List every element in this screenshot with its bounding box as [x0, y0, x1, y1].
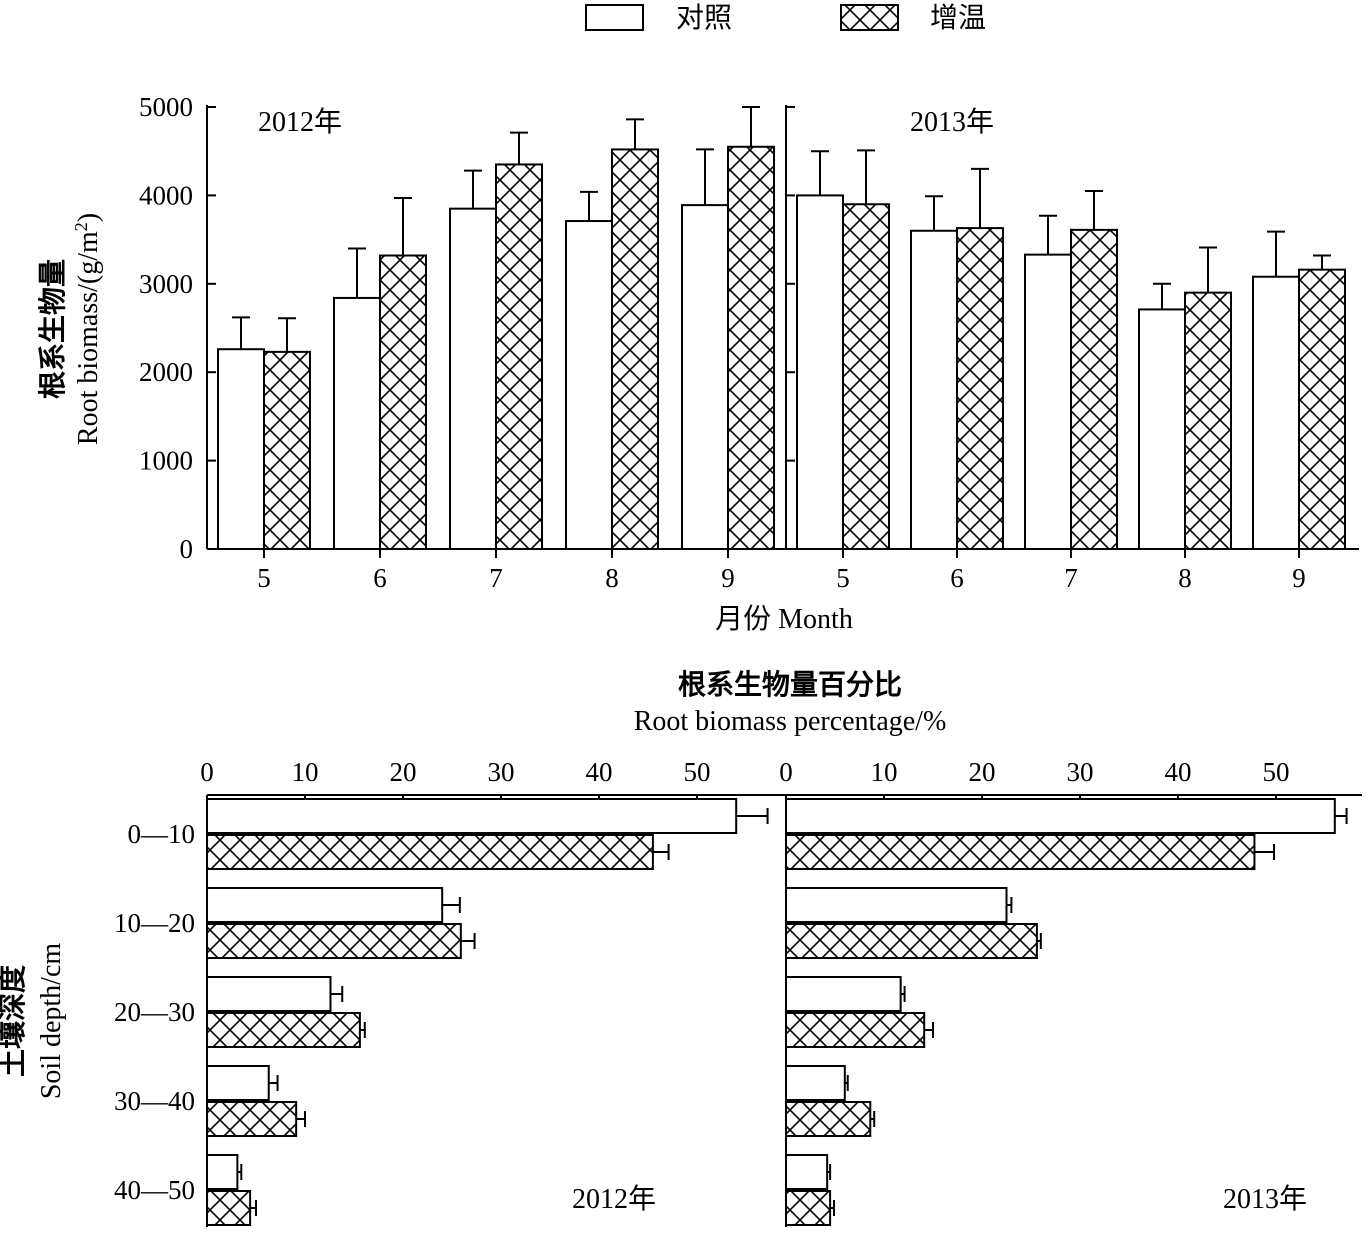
- bottom-x-tick-label: 0: [779, 757, 793, 787]
- hbar-control: [785, 1065, 846, 1101]
- bar-warming: [956, 227, 1004, 550]
- hbar-warming: [785, 834, 1256, 870]
- hbar-warming: [206, 834, 654, 870]
- bar-warming: [495, 163, 543, 551]
- top-x-tick-label: 7: [1064, 563, 1078, 593]
- hbar-warming: [785, 1012, 926, 1048]
- bar-control: [1138, 308, 1186, 550]
- hbar-warming: [206, 1012, 361, 1048]
- bottom-x-tick-label: 10: [871, 757, 898, 787]
- hbar-warming: [785, 923, 1038, 959]
- hbar-control: [206, 887, 444, 923]
- bottom-y-tick-label: 0—10: [128, 819, 196, 849]
- bar-warming: [611, 148, 659, 550]
- top-x-tick-label: 6: [373, 563, 387, 593]
- hbar-control: [785, 887, 1008, 923]
- bar-warming: [1298, 268, 1346, 550]
- top-y-tick-label: 2000: [139, 357, 193, 387]
- hbar-control: [206, 798, 738, 834]
- top-x-tick-label: 7: [489, 563, 503, 593]
- bottom-x-tick-label: 10: [292, 757, 319, 787]
- top-bars: [217, 106, 1346, 551]
- bar-control: [565, 220, 613, 550]
- top-y-tick-label: 5000: [139, 92, 193, 122]
- bottom-title-en: Root biomass percentage/%: [634, 706, 947, 737]
- top-x-tick-label: 8: [1178, 563, 1192, 593]
- bottom-x-tick-label: 0: [200, 757, 214, 787]
- bottom-x-tick-label: 50: [684, 757, 711, 787]
- hbar-control: [785, 976, 902, 1012]
- hbar-control: [206, 976, 332, 1012]
- top-y-tick-label: 0: [180, 534, 194, 564]
- bottom-y-tick-label: 20—30: [114, 997, 195, 1027]
- legend-label-warming: 增温: [930, 2, 986, 34]
- bar-warming: [1070, 228, 1118, 550]
- bottom-y-tick-label: 10—20: [114, 908, 195, 938]
- bar-control: [449, 207, 497, 550]
- bar-warming: [263, 350, 311, 551]
- top-panel-year-2012: 2012年: [258, 106, 342, 138]
- hbar-warming: [785, 1101, 872, 1137]
- bottom-x-tick-label: 40: [1165, 757, 1192, 787]
- hbar-control: [785, 798, 1336, 834]
- bottom-bars: [206, 798, 1348, 1226]
- depth-percentage-chart: 根系生物量百分比 Root biomass percentage/% 0 10 20…: [0, 669, 1362, 1227]
- bar-control: [333, 296, 381, 550]
- bar-control: [1252, 275, 1300, 550]
- top-y-tick-label: 3000: [139, 269, 193, 299]
- bar-control: [217, 348, 265, 550]
- top-y-tick-label: 1000: [139, 446, 193, 476]
- bottom-x-tick-label: 30: [1067, 757, 1094, 787]
- top-y-tick-label: 4000: [139, 180, 193, 210]
- top-x-tick-label: 9: [721, 563, 735, 593]
- hbar-warming: [206, 1101, 298, 1137]
- bar-control: [681, 204, 729, 550]
- bar-warming: [379, 254, 427, 550]
- top-y-axis-label-en: Root biomass/(g/m2): [71, 213, 104, 445]
- bottom-panel-year-2013: 2013年: [1223, 1183, 1307, 1215]
- legend-swatch-warming: [840, 4, 899, 31]
- bottom-y-tick-label: 40—50: [114, 1175, 195, 1205]
- bar-control: [910, 229, 958, 550]
- bottom-x-tick-labels: 0 10 20 30 40 50 0 10 20 30 40 50: [200, 757, 1289, 787]
- bottom-x-tick-label: 30: [488, 757, 515, 787]
- hbar-control: [206, 1065, 270, 1101]
- bottom-title-cn: 根系生物量百分比: [678, 669, 902, 701]
- top-x-tick-label: 6: [950, 563, 964, 593]
- monthly-biomass-chart: 0 1000 2000 3000 4000 5000 5 6 7 8 9 5 6 7 8 9 2012年 2…: [37, 92, 1359, 635]
- bottom-x-tick-label: 50: [1263, 757, 1290, 787]
- bottom-y-tick-labels: 0—10 10—20 20—30 30—40 40—50: [114, 819, 195, 1205]
- legend: 对照 增温: [585, 2, 986, 34]
- top-y-axis-label-cn: 根系生物量: [37, 259, 69, 399]
- legend-label-control: 对照: [676, 2, 732, 34]
- bar-control: [796, 194, 844, 550]
- top-x-tick-label: 8: [605, 563, 619, 593]
- hbar-warming: [206, 923, 462, 959]
- bottom-panel-year-2012: 2012年: [572, 1183, 656, 1215]
- top-panel-year-2013: 2013年: [910, 106, 994, 138]
- top-x-tick-label: 5: [836, 563, 850, 593]
- bottom-y-axis-label-cn: 土壤深度: [0, 965, 29, 1077]
- bar-warming: [1184, 291, 1232, 550]
- bottom-x-tick-label: 40: [586, 757, 613, 787]
- bottom-y-tick-label: 30—40: [114, 1086, 195, 1116]
- bar-warming: [842, 203, 890, 551]
- top-x-tick-label: 9: [1292, 563, 1306, 593]
- hbar-control: [206, 1154, 239, 1190]
- bottom-y-axis-label-en: Soil depth/cm: [36, 943, 67, 1100]
- top-y-tick-labels: 0 1000 2000 3000 4000 5000: [139, 92, 193, 564]
- hbar-control: [785, 1154, 829, 1190]
- legend-swatch-control: [585, 4, 644, 31]
- top-x-tick-label: 5: [257, 563, 271, 593]
- hbar-warming: [785, 1190, 832, 1226]
- hbar-warming: [206, 1190, 252, 1226]
- bottom-x-tick-label: 20: [969, 757, 996, 787]
- bar-warming: [727, 145, 775, 550]
- bar-control: [1024, 253, 1072, 551]
- top-x-axis-label: 月份 Month: [715, 603, 853, 635]
- top-x-tick-labels: 5 6 7 8 9 5 6 7 8 9: [257, 563, 1306, 593]
- bottom-x-tick-label: 20: [390, 757, 417, 787]
